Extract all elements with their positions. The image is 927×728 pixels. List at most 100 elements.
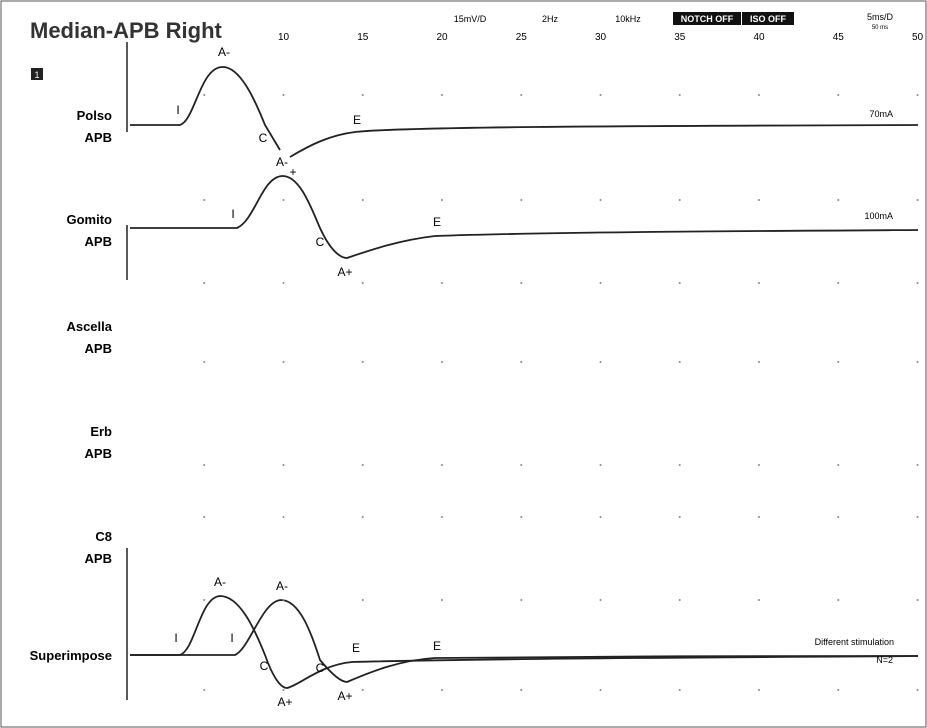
grid-dot xyxy=(758,516,760,518)
badge-box xyxy=(742,12,794,25)
grid-dot xyxy=(758,361,760,363)
muscle: APB xyxy=(85,551,112,566)
grid-dot xyxy=(441,199,443,201)
marker: C xyxy=(260,659,269,673)
badge: NOTCH OFF xyxy=(681,14,734,24)
marker: A+ xyxy=(337,689,352,703)
grid-dot xyxy=(599,361,602,363)
marker: A- xyxy=(276,155,288,169)
grid-dot xyxy=(520,516,523,518)
grid-dot xyxy=(441,516,443,518)
grid-dot xyxy=(520,94,523,96)
grid-dot xyxy=(282,464,285,466)
marker: E xyxy=(353,113,361,127)
marker: I xyxy=(230,631,233,645)
marker: I xyxy=(176,103,179,117)
x-tick-label: 50 xyxy=(912,32,924,43)
marker: A+ xyxy=(277,695,292,709)
grid-dot xyxy=(678,516,681,518)
page-number: 1 xyxy=(34,70,39,80)
grid-dot xyxy=(599,516,602,518)
grid-dot xyxy=(361,689,364,691)
trace xyxy=(289,124,919,158)
grid-dot xyxy=(599,689,602,691)
grid-dot xyxy=(678,464,681,466)
grid-dot xyxy=(441,464,443,466)
grid-dot xyxy=(282,689,285,691)
marker: A- xyxy=(218,45,230,59)
marker: E xyxy=(433,639,441,653)
note: 70mA xyxy=(869,109,893,119)
site: Polso xyxy=(77,108,112,123)
superimpose-label: Superimpose xyxy=(30,648,112,663)
grid-dot xyxy=(916,689,919,691)
x-tick-label: 10 xyxy=(278,32,290,43)
grid-dot xyxy=(203,599,206,601)
grid-dot xyxy=(599,199,602,201)
muscle: APB xyxy=(85,446,112,461)
grid-dot xyxy=(678,361,681,363)
grid-dot xyxy=(361,464,364,466)
x-tick-label: 15 xyxy=(357,32,369,43)
note: 100mA xyxy=(864,211,893,221)
grid-dot xyxy=(916,599,919,601)
sweep: 50 ms xyxy=(872,25,888,31)
muscle: APB xyxy=(85,341,112,356)
trace xyxy=(130,595,919,689)
grid-dot xyxy=(282,516,285,518)
grid-dot xyxy=(678,689,681,691)
grid-dot xyxy=(361,516,364,518)
grid-dot xyxy=(837,516,840,518)
grid-dot xyxy=(361,361,364,363)
marker: A- xyxy=(214,575,226,589)
grid-dot xyxy=(441,94,443,96)
grid-dot xyxy=(520,689,523,691)
grid-dot xyxy=(361,199,364,201)
setting: 2Hz xyxy=(542,14,559,24)
grid-dot xyxy=(916,94,919,96)
x-tick-label: 35 xyxy=(674,32,686,43)
marker: + xyxy=(289,165,296,179)
grid-dot xyxy=(282,94,285,96)
trace xyxy=(130,66,281,151)
grid-dot xyxy=(837,689,840,691)
grid-dot xyxy=(837,464,840,466)
grid-dot xyxy=(916,199,919,201)
grid-dot xyxy=(758,689,760,691)
grid-dot xyxy=(837,599,840,601)
grid-dot xyxy=(361,282,364,284)
grid-dot xyxy=(441,282,443,284)
marker: E xyxy=(433,215,441,229)
grid-dot xyxy=(520,361,523,363)
marker: C xyxy=(316,661,325,675)
title: Median-APB Right xyxy=(30,18,223,43)
marker: A- xyxy=(276,579,288,593)
marker: C xyxy=(316,235,325,249)
grid-dot xyxy=(678,599,681,601)
grid-dot xyxy=(441,599,443,601)
grid-dot xyxy=(520,464,523,466)
muscle: APB xyxy=(85,130,112,145)
timebase: 5ms/D xyxy=(867,12,894,22)
grid-dot xyxy=(520,282,523,284)
setting: 10kHz xyxy=(615,14,641,24)
site: Erb xyxy=(90,424,112,439)
x-tick-label: 25 xyxy=(516,32,528,43)
grid-dot xyxy=(758,464,760,466)
site: C8 xyxy=(95,529,112,544)
x-tick-label: 30 xyxy=(595,32,607,43)
grid-dot xyxy=(599,94,602,96)
grid-dot xyxy=(282,361,285,363)
grid-dot xyxy=(203,94,206,96)
grid-dot xyxy=(837,282,840,284)
note: Different stimulation xyxy=(815,637,894,647)
grid-dot xyxy=(361,94,364,96)
grid-dot xyxy=(441,689,443,691)
badge: ISO OFF xyxy=(750,14,787,24)
grid-dot xyxy=(758,199,760,201)
grid-dot xyxy=(916,282,919,284)
marker: I xyxy=(174,631,177,645)
badge-box xyxy=(673,12,741,25)
grid-dot xyxy=(758,282,760,284)
